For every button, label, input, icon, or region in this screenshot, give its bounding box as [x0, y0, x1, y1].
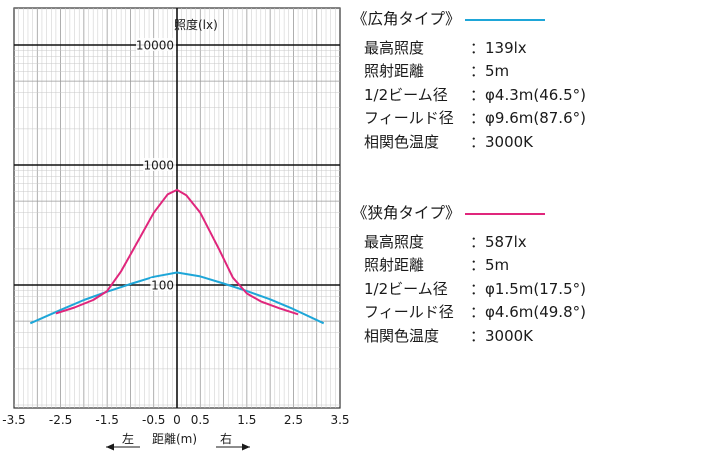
- illuminance-chart: 10000 1000 100 -3.5 -2.5 -1.5 -0.5 0 0.5 1.5 2.5 3.…: [2, 7, 350, 451]
- y-axis-label: 照度(lx): [174, 17, 218, 32]
- x-tick-label: -0.5: [142, 413, 165, 427]
- narrow-legend-line: [464, 212, 545, 215]
- y-tick-label-bg: [150, 278, 176, 291]
- x-axis-caption: 左 距離(m) 右: [106, 431, 250, 451]
- x-tick-label: -3.5: [2, 413, 25, 427]
- x-tick-label: 0.5: [191, 413, 210, 427]
- tick-labels: 10000 1000 100 -3.5 -2.5 -1.5 -0.5 0 0.5 1.5 2.5 3.…: [2, 38, 350, 427]
- y-tick-label: 100: [151, 279, 174, 293]
- spec-row: 1/2ビーム径 ：φ4.3m(46.5°): [364, 85, 586, 104]
- x-right-label: 右: [220, 431, 232, 446]
- spec-row: 相関色温度 ：3000K: [364, 132, 534, 151]
- wide-legend-line: [464, 18, 545, 21]
- x-tick-label: -2.5: [49, 413, 72, 427]
- x-tick-label: 2.5: [284, 413, 303, 427]
- y-tick-label-bg: [136, 38, 176, 51]
- x-tick-label: -1.5: [95, 413, 118, 427]
- wide-series-line: [29, 271, 325, 325]
- y-tick-label-bg: [143, 158, 176, 171]
- spec-row: 1/2ビーム径 ：φ1.5m(17.5°): [364, 279, 586, 298]
- x-axis-label: 距離(m): [152, 432, 197, 446]
- narrow-series-line: [55, 188, 299, 316]
- spec-wide: 《広角タイプ》 最高照度 ：139lx 照射距離 ：5m 1/2ビーム径 ：φ4.3m…: [352, 8, 586, 154]
- spec-narrow-title: 《狭角タイプ》: [352, 204, 461, 222]
- spec-row: 照射距離 ：5m: [364, 62, 510, 80]
- x-tick-label: 1.5: [237, 413, 256, 427]
- spec-narrow: 《狭角タイプ》 最高照度 ：587lx 照射距離 ：5m 1/2ビーム径 ：φ1.5m…: [352, 202, 586, 348]
- spec-wide-header: 《広角タイプ》: [352, 8, 586, 32]
- spec-row: フィールド径 ：φ9.6m(87.6°): [364, 109, 586, 127]
- spec-narrow-header: 《狭角タイプ》: [352, 202, 586, 226]
- y-tick-label: 10000: [136, 39, 174, 53]
- spec-row: 相関色温度 ：3000K: [364, 326, 534, 345]
- series-lines: [29, 188, 325, 325]
- x-tick-label: 3.5: [330, 413, 349, 427]
- spec-row: 最高照度 ：139lx: [364, 38, 527, 57]
- spec-row: フィールド径 ：φ4.6m(49.8°): [364, 303, 586, 321]
- spec-row: 最高照度 ：587lx: [364, 232, 527, 251]
- x-left-label: 左: [122, 431, 134, 446]
- y-tick-label: 1000: [143, 159, 174, 173]
- spec-row: 照射距離 ：5m: [364, 256, 510, 274]
- x-tick-label: 0: [173, 413, 181, 427]
- spec-wide-title: 《広角タイプ》: [352, 10, 461, 28]
